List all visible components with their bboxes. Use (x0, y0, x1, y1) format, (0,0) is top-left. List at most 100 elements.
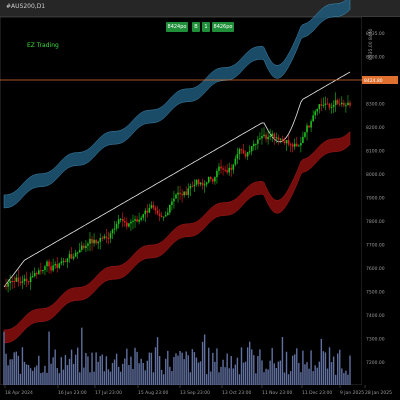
candle-body (115, 223, 118, 229)
candle-body (89, 238, 91, 244)
volume-bar (240, 347, 243, 385)
volume-bar (244, 361, 247, 385)
candle-body (277, 137, 280, 140)
candle-body (121, 218, 124, 222)
volume-bar (167, 350, 169, 385)
candle-body (154, 207, 157, 211)
volume-bar (62, 369, 65, 385)
volume-bar (79, 372, 81, 385)
volume-bar (341, 368, 343, 385)
volume-bar (257, 355, 259, 385)
candle-body (119, 218, 122, 220)
volume-bar (318, 361, 320, 385)
candle-body (349, 102, 351, 106)
volume-bar (132, 368, 134, 385)
volume-bar (74, 354, 77, 385)
volume-bar (103, 371, 106, 385)
candle-body (250, 146, 253, 152)
volume-bar (13, 352, 15, 385)
volume-bar (322, 351, 325, 385)
volume-bar (291, 355, 294, 385)
volume-bar (7, 365, 9, 385)
candle-body (85, 245, 87, 249)
volume-bar (205, 374, 208, 385)
volume-bar (199, 361, 202, 385)
volume-bar (115, 353, 118, 385)
volume-bar (83, 367, 85, 385)
volume-bar (343, 373, 345, 385)
sell-price-button[interactable]: 8424po (166, 22, 188, 32)
lots-field[interactable]: 1 (202, 22, 210, 32)
current-price-tag (362, 76, 398, 84)
candle-body (138, 219, 140, 222)
watermark: EZ Trading (27, 42, 59, 49)
volume-bar (253, 355, 255, 385)
candle-body (11, 280, 13, 282)
time-tick-label: 18 Apr 2024 (5, 390, 33, 396)
candle-body (273, 133, 276, 139)
volume-bar (152, 372, 155, 385)
candle-body (17, 277, 20, 282)
candle-body (285, 140, 288, 144)
volume-bar (230, 356, 232, 385)
volume-bar (185, 351, 187, 385)
candle-body (91, 238, 93, 244)
candle-body (263, 134, 265, 137)
volume-bar (36, 365, 38, 385)
candle-body (23, 278, 26, 282)
candle-body (207, 177, 210, 183)
candle-body (238, 149, 241, 154)
candle-body (306, 125, 308, 133)
candle-body (242, 150, 245, 154)
candle-body (295, 143, 298, 147)
candle-body (310, 121, 312, 128)
volume-bar (214, 361, 216, 385)
volume-bar (46, 372, 48, 385)
volume-bar (91, 352, 93, 385)
candle-body (199, 182, 202, 185)
candle-body (261, 136, 263, 139)
candle-body (222, 168, 224, 170)
volume-bar (332, 356, 335, 385)
volume-bar (101, 354, 103, 385)
candle-body (5, 285, 7, 287)
candle-body (224, 169, 226, 171)
volume-bar (187, 355, 189, 385)
candle-body (226, 170, 228, 173)
volume-bar (216, 348, 218, 385)
upper-envelope-band (3, 0, 351, 209)
candle-body (97, 241, 99, 244)
volume-bar (23, 361, 26, 385)
candle-body (25, 278, 28, 282)
price-tick-label: 7600.00 (366, 266, 385, 272)
volume-bar (212, 352, 214, 385)
candle-body (162, 216, 165, 218)
candle-body (156, 210, 159, 214)
candle-body (220, 166, 222, 169)
candle-body (209, 177, 212, 179)
time-tick-label: 11 Nov 23:00 (262, 390, 292, 396)
volume-bar (269, 360, 271, 385)
candle-body (93, 239, 95, 244)
candle-body (218, 166, 220, 171)
candle-body (189, 186, 192, 189)
candle-body (214, 177, 216, 182)
candle-body (111, 229, 114, 234)
buy-price-button[interactable]: 8426po (212, 22, 234, 32)
volume-bar (173, 357, 175, 385)
volume-bar (193, 351, 196, 385)
volume-bar (52, 357, 54, 385)
volume-bar (9, 359, 11, 385)
moving-average-line (3, 71, 351, 288)
volume-bar (238, 374, 241, 385)
volume-bar (261, 360, 263, 385)
sell-label-button[interactable]: B (192, 22, 200, 32)
candle-body (345, 105, 347, 107)
volume-bar (326, 368, 329, 385)
volume-bar (232, 368, 235, 385)
candle-body (205, 182, 208, 185)
candle-body (259, 138, 261, 140)
volume-bar (283, 372, 286, 385)
